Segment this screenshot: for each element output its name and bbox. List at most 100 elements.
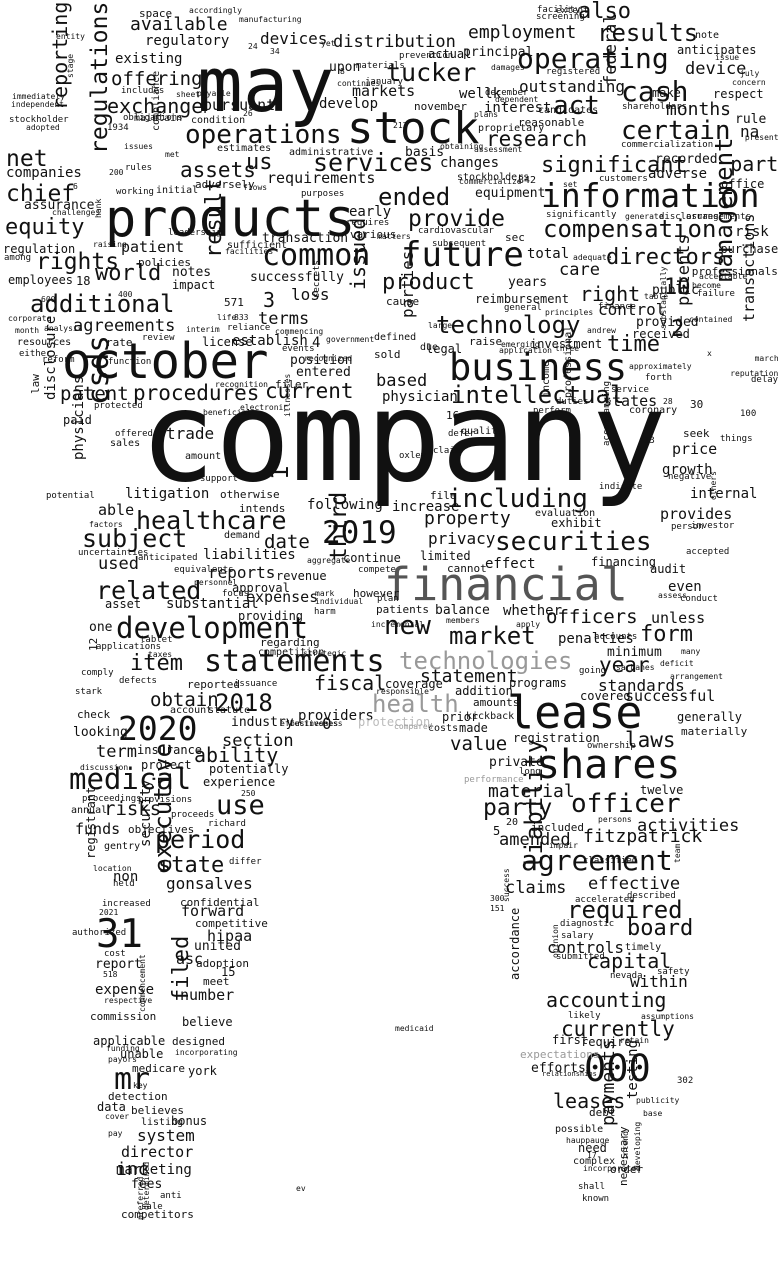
word-trade: trade xyxy=(166,424,215,443)
word-disclosures: disclosures xyxy=(659,212,719,222)
word-need: need xyxy=(578,1141,607,1155)
word-review: review xyxy=(142,333,175,343)
word-effect: effect xyxy=(485,556,536,572)
word-additional: additional xyxy=(30,290,175,318)
word-n8: 8 xyxy=(340,67,345,76)
word-following: following xyxy=(307,497,383,513)
word-maintain: maintain xyxy=(134,113,183,124)
word-annual: annual xyxy=(71,805,108,816)
word-equipment: equipment xyxy=(475,186,546,201)
word-independent: independent xyxy=(11,100,64,109)
word-damages: damages xyxy=(491,63,525,72)
word-performance: performance xyxy=(464,775,524,785)
word-base: base xyxy=(643,1109,663,1118)
word-arrangements: arrangements xyxy=(686,212,752,222)
word-material: material xyxy=(488,781,575,802)
word-successful: successful xyxy=(625,687,716,705)
word-shall: shall xyxy=(578,1182,606,1192)
word-kickback: kickback xyxy=(466,711,515,722)
word-interim: interim xyxy=(186,325,220,334)
word-members: members xyxy=(446,616,480,625)
word-raising: raising xyxy=(93,240,127,249)
word-condition: condition xyxy=(191,115,246,126)
word-sarbanes: sarbanes xyxy=(616,663,655,672)
word-intellectual: intellectual xyxy=(451,381,625,409)
word-n6: 6 xyxy=(73,182,78,191)
word-litigation: litigation xyxy=(125,486,210,502)
word-space: space xyxy=(139,7,173,20)
word-existing: existing xyxy=(115,51,183,67)
word-perform: perform xyxy=(533,406,571,416)
word-office: office xyxy=(721,177,765,191)
word-reports: reports xyxy=(208,563,276,582)
word-report: report xyxy=(95,957,142,972)
word-prevention: prevention xyxy=(399,51,454,61)
word-n518: 518 xyxy=(103,970,118,979)
word-incremental: incremental xyxy=(371,620,424,629)
word-make: make xyxy=(652,86,681,100)
word-section: section xyxy=(222,731,294,751)
word-subsequent: subsequent xyxy=(432,239,487,249)
word-act: act xyxy=(553,91,600,121)
word-control: control xyxy=(598,300,666,319)
word-life: life xyxy=(217,313,237,322)
word-amount: amount xyxy=(185,451,222,462)
word-n212: 212 xyxy=(393,121,408,130)
word-deficit: deficit xyxy=(660,659,694,668)
word-resources: resources xyxy=(17,337,72,348)
word-defects: defects xyxy=(119,676,157,686)
word-adequate: adequate xyxy=(573,253,612,262)
word-basis: basis xyxy=(405,145,445,160)
word-extent: extent xyxy=(556,6,589,16)
word-adverse: adverse xyxy=(648,166,708,182)
word-n15: 15 xyxy=(221,965,236,979)
word-illnesses: illnesses xyxy=(283,373,292,417)
word-reputation: reputation xyxy=(730,369,779,378)
word-federal: federal xyxy=(601,13,621,85)
word-become: become xyxy=(692,281,721,290)
word-reform: reform xyxy=(42,355,75,365)
word-successfully: successfully xyxy=(250,270,344,285)
word-one: one xyxy=(89,620,113,635)
word-sec: sec xyxy=(505,231,525,244)
word-three: three xyxy=(555,344,580,353)
word-n2: 2 xyxy=(671,317,685,342)
word-currently: currently xyxy=(561,1017,675,1041)
word-raise: raise xyxy=(469,335,503,348)
word-filer: filer xyxy=(275,378,309,391)
word-requirements: requirements xyxy=(267,169,376,187)
word-establish: establish xyxy=(232,333,308,349)
word-facilities: facilities xyxy=(225,247,274,256)
word-plans: plans xyxy=(474,110,499,119)
word-chief: chief xyxy=(6,181,76,207)
word-terms: terms xyxy=(258,309,310,329)
word-n4: 4 xyxy=(312,335,321,351)
word-among: among xyxy=(4,253,32,263)
word-richard: richard xyxy=(208,819,246,829)
word-equivalents: equivalents xyxy=(174,565,234,575)
word-lease: lease xyxy=(507,686,643,739)
word-funds: funds xyxy=(75,820,121,838)
word-application: application xyxy=(499,346,552,355)
word-finance: finance xyxy=(598,302,636,312)
word-changes: changes xyxy=(440,155,500,171)
word-forth: forth xyxy=(645,373,673,383)
word-company: company xyxy=(140,365,667,510)
word-nevada: nevada xyxy=(610,971,643,981)
word-mark: mark xyxy=(315,589,335,598)
word-commencing: commencing xyxy=(275,327,324,336)
word-check: check xyxy=(77,708,111,721)
word-others: others xyxy=(709,471,718,500)
word-n28: 28 xyxy=(663,397,673,406)
word-required: required xyxy=(567,896,683,924)
word-respective: respective xyxy=(104,996,153,1005)
word-x: x xyxy=(707,349,712,358)
word-n10: 10 xyxy=(664,275,691,300)
word-concern: concern xyxy=(732,78,766,87)
word-n2021: 2021 xyxy=(99,908,119,917)
word-issues: issues xyxy=(124,142,153,151)
word-leadership: leadership xyxy=(168,228,223,238)
word-adversely: adversely xyxy=(195,178,255,191)
word-sale: sale xyxy=(141,1202,163,1212)
word-medicaid: medicaid xyxy=(395,1024,434,1033)
